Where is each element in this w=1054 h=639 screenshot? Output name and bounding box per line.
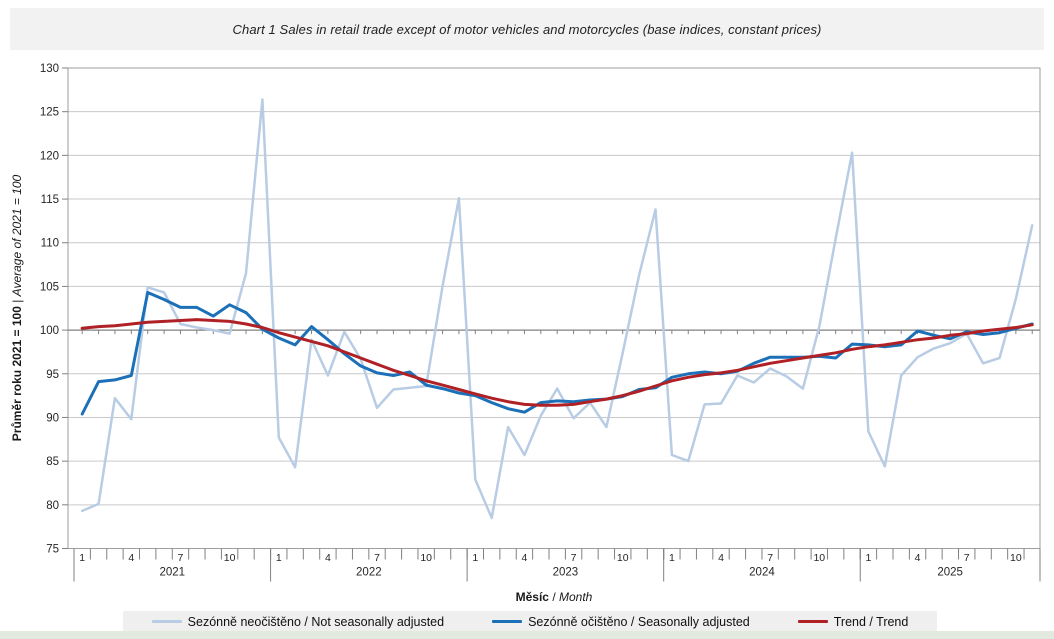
month-tick-label: 4: [522, 552, 528, 564]
footer-strip: [0, 631, 1054, 639]
month-tick-label: 1: [79, 552, 85, 564]
year-label: 2021: [159, 567, 185, 579]
month-tick-label: 4: [128, 552, 134, 564]
y-tick-label: 85: [46, 456, 59, 468]
x-axis-title: Měsíc / Month: [516, 590, 593, 604]
legend-line-swatch-sa-icon: [492, 620, 523, 623]
chart-title-bar: Chart 1 Sales in retail trade except of …: [10, 8, 1044, 50]
y-tick-label: 95: [46, 369, 59, 381]
month-tick-label: 1: [276, 552, 282, 564]
month-tick-label: 10: [813, 552, 825, 564]
month-tick-label: 7: [571, 552, 577, 564]
legend-label-nsa: Sezónně neočištěno / Not seasonally adju…: [187, 614, 445, 629]
month-tick-label: 4: [718, 552, 724, 564]
y-tick-label: 100: [40, 325, 59, 337]
y-tick-label: 105: [40, 281, 59, 293]
month-tick-label: 7: [767, 552, 773, 564]
month-tick-label: 1: [669, 552, 675, 564]
y-axis-title: Průměr roku 2021 = 100 | Average of 2021…: [10, 174, 24, 441]
y-tick-label: 90: [46, 412, 59, 424]
y-tick-label: 110: [41, 238, 59, 250]
month-tick-label: 10: [617, 552, 629, 564]
year-label: 2024: [749, 567, 775, 579]
legend-item-seasonally-adjusted: Sezónně očištěno / Seasonally adjusted: [492, 615, 750, 629]
month-tick-label: 10: [420, 552, 432, 564]
legend-line-swatch-nsa-icon: [151, 620, 182, 623]
month-tick-label: 1: [472, 552, 478, 564]
month-tick-label: 7: [374, 552, 380, 564]
y-tick-label: 75: [46, 544, 59, 556]
legend-label-trend: Trend / Trend: [833, 614, 909, 629]
year-label: 2022: [356, 567, 382, 579]
y-tick-label: 80: [46, 500, 59, 512]
year-label: 2025: [937, 567, 963, 579]
month-tick-label: 7: [178, 552, 184, 564]
legend-label-sa: Sezónně očištěno / Seasonally adjusted: [528, 614, 750, 629]
month-tick-label: 7: [964, 552, 970, 564]
month-tick-label: 4: [915, 552, 921, 564]
series-line-trend: [80, 318, 1034, 407]
chart-title: Chart 1 Sales in retail trade except of …: [232, 21, 822, 37]
series-line-sa: [80, 291, 1034, 416]
y-tick-label: 120: [40, 150, 59, 162]
plot-border: [67, 67, 1041, 549]
month-tick-label: 10: [1010, 552, 1022, 564]
month-tick-label: 4: [325, 552, 331, 564]
legend-item-trend: Trend / Trend: [797, 614, 909, 629]
y-tick-label: 115: [41, 194, 59, 206]
series-line-nsa: [80, 98, 1034, 520]
chart-legend: Sezónně neočištěno / Not seasonally adju…: [123, 611, 937, 632]
y-tick-label: 130: [40, 63, 59, 75]
y-tick-label: 125: [40, 107, 59, 119]
month-tick-label: 10: [224, 552, 236, 564]
legend-item-not-seasonally-adjusted: Sezónně neočištěno / Not seasonally adju…: [151, 614, 445, 629]
month-tick-label: 1: [866, 552, 872, 564]
legend-line-swatch-trend-icon: [797, 620, 828, 623]
year-label: 2023: [553, 567, 579, 579]
